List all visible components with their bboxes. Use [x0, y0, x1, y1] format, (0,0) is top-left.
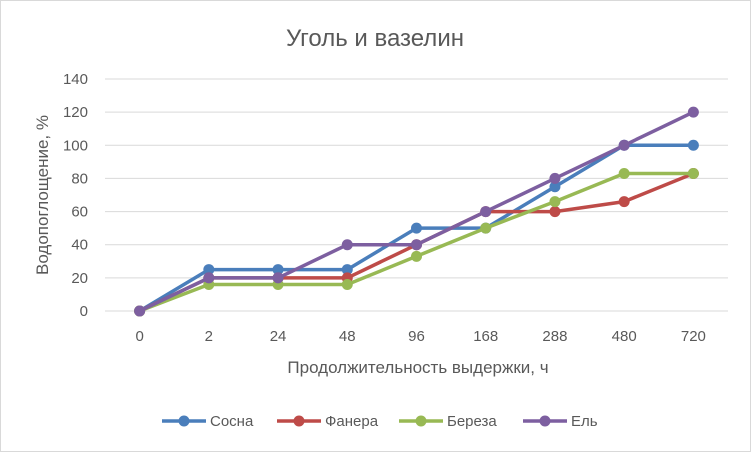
x-tick-label: 0: [135, 328, 143, 345]
gridlines: [105, 78, 728, 279]
y-tick-label: 0: [80, 303, 88, 320]
x-tick-label: 480: [612, 328, 637, 345]
data-point: [203, 264, 215, 276]
x-tick-label: 288: [542, 328, 567, 345]
x-tick-label: 48: [339, 328, 356, 345]
y-tick-label: 40: [71, 237, 88, 254]
x-tick-label: 24: [270, 328, 287, 345]
y-tick-label: 100: [63, 137, 88, 154]
legend-dot-marker: [293, 415, 305, 427]
x-tick-label: 720: [681, 328, 706, 345]
data-point: [411, 222, 422, 234]
y-tick-label: 20: [71, 270, 88, 287]
legend-label: Сосна: [210, 413, 254, 430]
y-axis-label: Водопоглощение, %: [33, 115, 52, 275]
y-tick-label: 120: [63, 104, 88, 121]
legend-item: Береза: [399, 413, 497, 430]
data-point: [549, 181, 561, 193]
data-point: [480, 206, 492, 218]
legend-item: Ель: [523, 413, 598, 430]
legend-dot-marker: [178, 415, 190, 427]
data-point: [341, 239, 353, 251]
data-point: [549, 196, 561, 208]
data-point: [687, 106, 699, 118]
data-point: [203, 272, 215, 284]
data-point: [687, 139, 699, 151]
data-point: [549, 172, 561, 184]
data-point: [341, 278, 353, 290]
data-point: [411, 250, 422, 262]
legend-item: Фанера: [277, 413, 379, 430]
data-point: [549, 206, 561, 218]
series-group: [134, 139, 699, 317]
data-point: [618, 196, 630, 208]
series-group: [134, 106, 699, 317]
x-tick-label: 96: [408, 328, 425, 345]
y-tick-label: 80: [71, 170, 88, 187]
data-point: [687, 167, 699, 179]
legend-item: Сосна: [162, 413, 254, 430]
x-axis-label: Продолжительность выдержки, ч: [287, 358, 548, 377]
x-tick-label: 2: [205, 328, 213, 345]
data-point: [272, 272, 284, 284]
data-point: [272, 264, 284, 276]
legend-dot-marker: [539, 415, 551, 427]
y-tick-label: 140: [63, 71, 88, 88]
legend-label: Фанера: [325, 413, 379, 430]
data-point: [618, 139, 630, 151]
chart-title: Уголь и вазелин: [286, 25, 464, 52]
y-axis-ticks: 0 20 40 60 80 100 120 140: [63, 71, 88, 320]
data-point: [341, 264, 353, 276]
legend-dot-marker: [415, 415, 427, 427]
data-point: [480, 222, 492, 234]
data-point: [134, 305, 146, 317]
data-point: [618, 167, 630, 179]
legend-label: Ель: [571, 413, 598, 430]
legend-label: Береза: [447, 413, 497, 430]
series-group: [134, 106, 699, 317]
data-point: [411, 239, 422, 251]
legend: Сосна Фанера Береза Ель: [162, 413, 598, 430]
x-axis-ticks: 0 2 24 48 96 168 288 480 720: [135, 328, 705, 345]
x-tick-label: 168: [473, 328, 498, 345]
y-tick-label: 60: [71, 204, 88, 221]
